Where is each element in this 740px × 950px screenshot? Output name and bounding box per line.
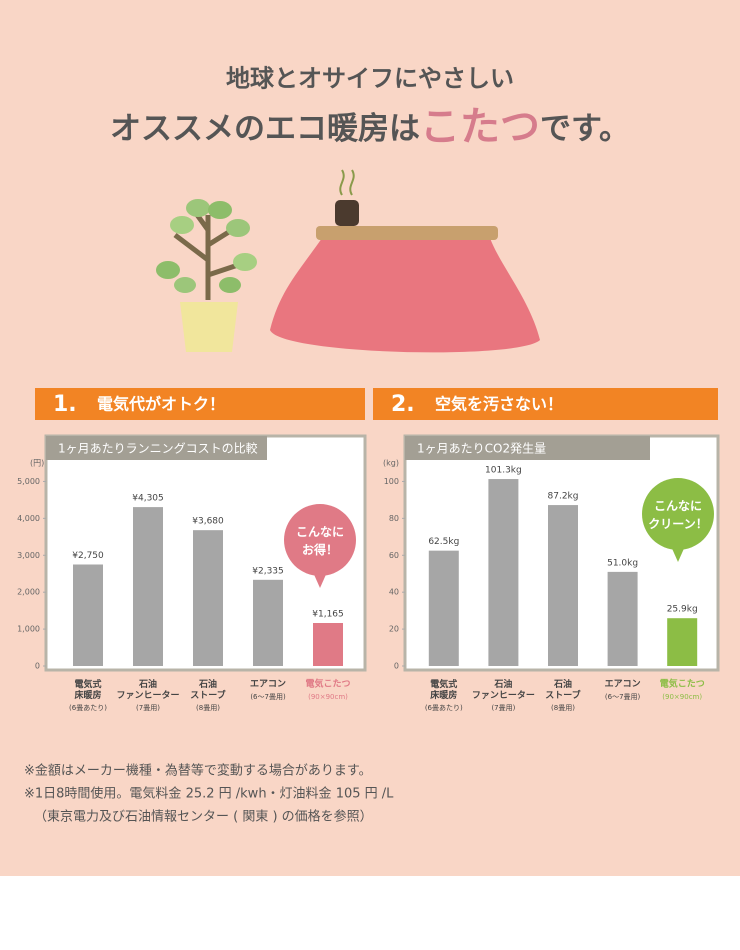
value-label: ¥2,335 <box>252 566 284 576</box>
axis-unit: (円) <box>30 459 44 468</box>
x-tick-label: 電気式床暖房 <box>430 678 457 701</box>
chart-tab <box>46 436 267 460</box>
subtitle: 地球とオサイフにやさしい <box>226 64 514 93</box>
category-note: (90×90cm) <box>308 693 348 701</box>
note: ※金額はメーカー機種・為替等で変動する場合があります。 <box>24 763 372 779</box>
y-tick-label: 1,000 <box>17 625 40 634</box>
y-tick-label: 20 <box>389 625 399 634</box>
bar <box>488 479 519 666</box>
callout-bubble <box>642 478 714 550</box>
axis-unit: (kg) <box>383 459 399 468</box>
y-tick-label: 60 <box>389 551 399 560</box>
bar <box>607 571 638 666</box>
y-tick-label: 4,000 <box>17 514 40 523</box>
y-tick-label: 0 <box>394 662 399 671</box>
section-bar <box>373 388 718 420</box>
chart-title: 1ヶ月あたりランニングコストの比較 <box>58 441 258 456</box>
callout-text: こんなにお得！ <box>296 525 344 557</box>
y-tick-label: 5,000 <box>17 477 40 486</box>
bar <box>253 579 283 666</box>
value-label: ¥3,680 <box>192 517 224 527</box>
headline-highlight: こたつ <box>420 103 540 150</box>
category-note: (7畳用) <box>136 704 160 712</box>
x-tick-label: 石油ファンヒーター <box>472 678 535 701</box>
x-tick-label: 石油ストーブ <box>545 678 580 701</box>
headline-prefix: オススメのエコ暖房は <box>110 111 420 147</box>
bar <box>667 618 698 666</box>
x-tick-label: 電気こたつ <box>660 678 705 690</box>
value-label: 101.3kg <box>485 466 522 476</box>
value-label: 25.9kg <box>667 605 698 615</box>
value-label: 62.5kg <box>428 537 459 547</box>
headline: オススメのエコ暖房はこたつです。 <box>110 103 630 150</box>
x-tick-label: 電気こたつ <box>305 678 350 690</box>
x-tick-label: 石油ファンヒーター <box>116 678 179 701</box>
x-tick-label: エアコン <box>250 679 286 690</box>
section-label: 空気を汚さない！ <box>435 395 563 414</box>
section-number: 1. <box>53 392 77 417</box>
value-label: 51.0kg <box>607 558 638 568</box>
category-note: (6〜7畳用) <box>250 693 286 701</box>
y-tick-label: 40 <box>389 588 399 597</box>
value-label: ¥4,305 <box>132 494 164 504</box>
value-label: ¥1,165 <box>312 610 344 620</box>
section-number: 2. <box>391 392 415 417</box>
category-note: (6畳あたり) <box>69 704 107 712</box>
footer-bg <box>0 876 740 946</box>
section-label: 電気代がオトク！ <box>97 395 225 414</box>
x-tick-label: 石油ストーブ <box>190 678 225 701</box>
note: （東京電力及び石油情報センター ( 関東 ) の価格を参照） <box>34 809 373 825</box>
section-bar <box>35 388 365 420</box>
y-tick-label: 100 <box>384 477 399 486</box>
y-tick-label: 0 <box>35 662 40 671</box>
note: ※1日8時間使用。電気料金 25.2 円 /kwh・灯油料金 105 円 /L <box>24 786 394 802</box>
value-label: 87.2kg <box>548 492 579 502</box>
category-note: (8畳用) <box>196 704 220 712</box>
tree-illustration <box>156 199 257 352</box>
bar <box>428 550 459 666</box>
bar <box>193 530 223 666</box>
x-tick-label: エアコン <box>605 679 641 690</box>
callout-text: こんなにクリーン！ <box>648 499 707 531</box>
chart-title: 1ヶ月あたりCO2発生量 <box>417 442 546 456</box>
y-tick-label: 80 <box>389 514 399 523</box>
x-tick-label: 電気式床暖房 <box>74 678 101 701</box>
kotatsu-illustration <box>270 169 540 353</box>
category-note: (8畳用) <box>551 704 575 712</box>
value-label: ¥2,750 <box>72 551 104 561</box>
category-note: (90×90cm) <box>662 693 702 701</box>
category-note: (6畳あたり) <box>425 704 463 712</box>
bar <box>133 507 163 666</box>
bar <box>313 623 343 666</box>
category-note: (7畳用) <box>491 704 515 712</box>
callout-bubble <box>284 504 356 576</box>
y-tick-label: 2,000 <box>17 588 40 597</box>
bar <box>548 505 578 666</box>
chart-tab <box>405 436 650 460</box>
bar <box>73 564 103 666</box>
category-note: (6〜7畳用) <box>605 693 641 701</box>
headline-suffix: です。 <box>540 111 630 147</box>
y-tick-label: 3,000 <box>17 551 40 560</box>
